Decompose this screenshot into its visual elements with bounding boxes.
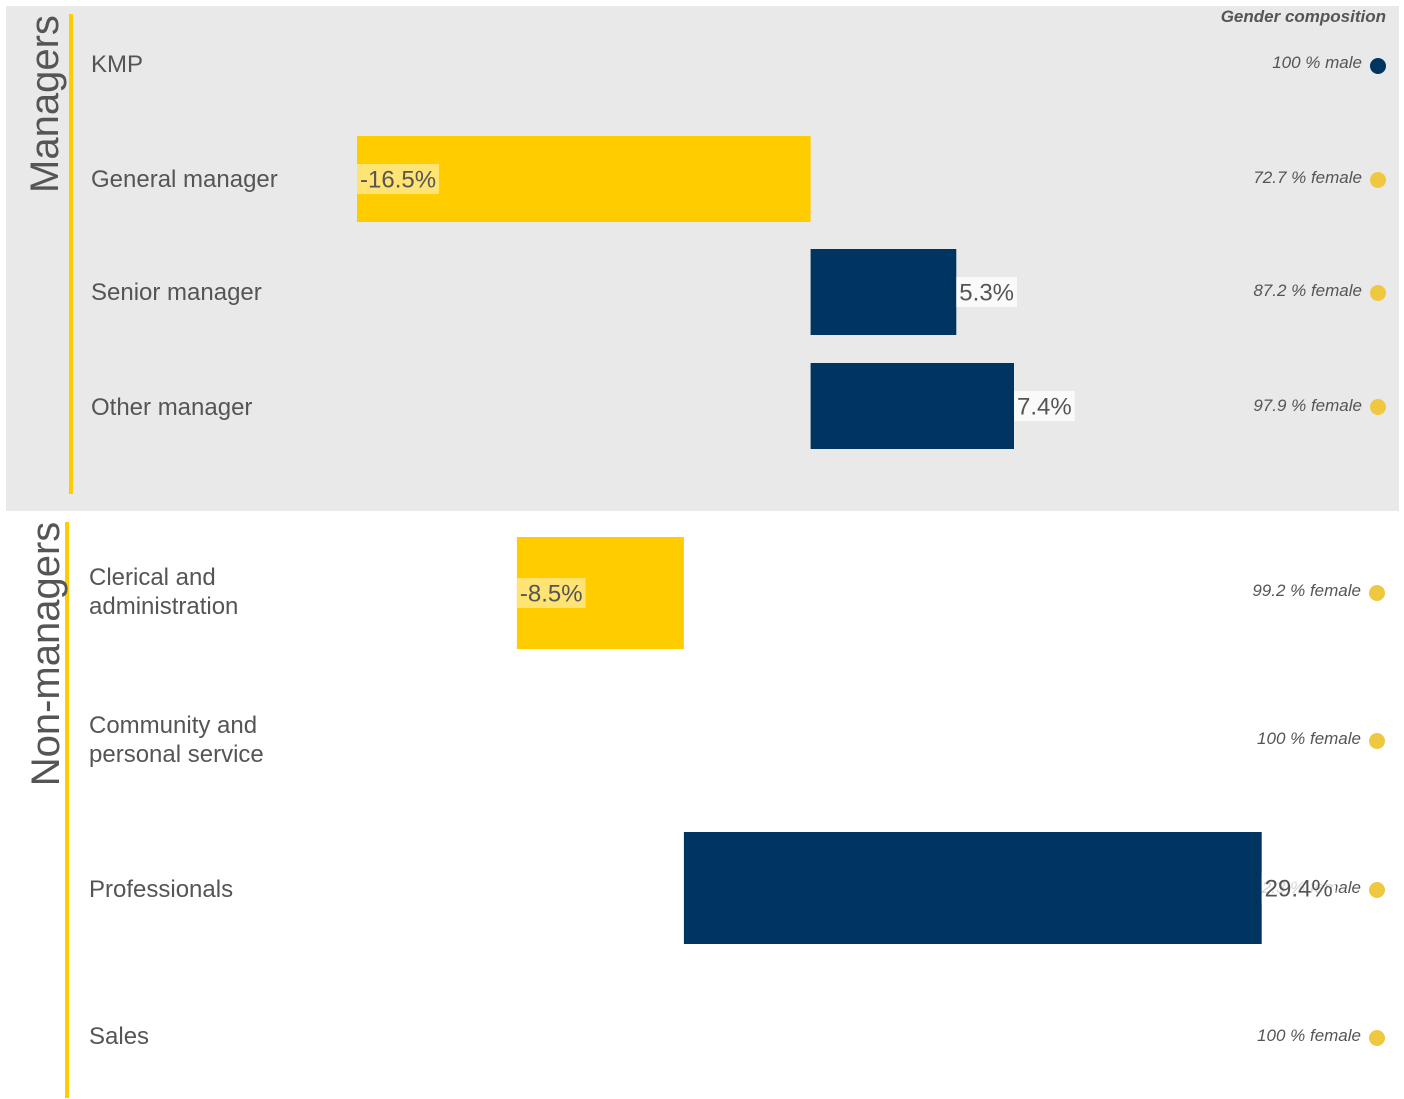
bar-value-label: -16.5% xyxy=(360,167,436,194)
bar-value-label: -8.5% xyxy=(520,581,583,608)
bar-value-label: 29.4% xyxy=(1265,876,1333,903)
bar-value-label: 5.3% xyxy=(959,280,1014,307)
bar xyxy=(684,832,1262,944)
bar xyxy=(811,249,957,335)
bar xyxy=(811,363,1014,449)
bar-value-label: 7.4% xyxy=(1017,394,1072,421)
